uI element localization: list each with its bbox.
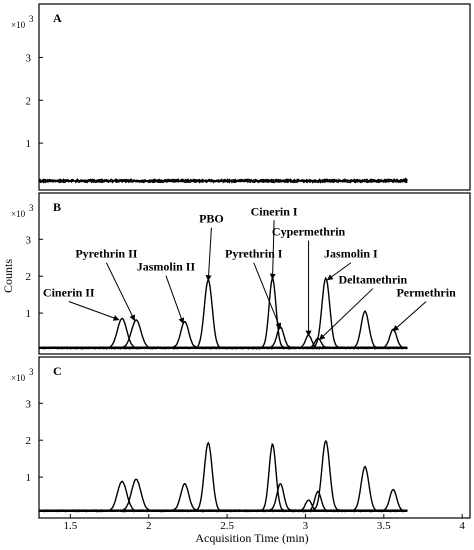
y-axis-title: Counts (1, 259, 15, 293)
y-multiplier-exponent: 3 (29, 14, 34, 24)
y-multiplier: ×10 (11, 373, 26, 383)
annotation-arrow (253, 262, 282, 330)
annotation-arrow (392, 301, 427, 332)
annotation-label: Jasmolin II (137, 260, 196, 274)
x-tick-label: 3.5 (377, 520, 391, 532)
panel-frame (38, 3, 471, 191)
y-tick-label: 2 (26, 435, 32, 447)
annotation-arrow (326, 262, 352, 281)
y-tick-label: 1 (26, 472, 32, 484)
y-multiplier: ×10 (11, 209, 26, 219)
annotation-arrow (269, 220, 276, 280)
x-tick-label: 2.5 (220, 520, 234, 532)
panel-frame (38, 356, 471, 519)
y-tick-label: 3 (26, 234, 32, 246)
y-multiplier-exponent: 3 (29, 367, 34, 377)
y-tick-label: 3 (26, 398, 32, 410)
x-tick-label: 1.5 (63, 520, 77, 532)
annotation-arrow (105, 262, 136, 322)
annotation-label: Pyrethrin I (225, 247, 283, 261)
panel-frame (38, 192, 471, 355)
x-tick-label: 4 (459, 520, 465, 532)
annotation-label: Deltamethrin (339, 273, 408, 287)
annotation-label: PBO (199, 212, 224, 226)
peak-trace (38, 177, 408, 183)
x-tick-label: 3 (303, 520, 309, 532)
panel-a: 123×103 A (11, 3, 471, 191)
x-tick-label: 2 (146, 520, 152, 532)
peak-trace (38, 488, 408, 512)
y-tick-label: 1 (26, 308, 32, 320)
y-tick-label: 2 (26, 95, 32, 107)
baseline-trace (38, 179, 408, 184)
y-tick-label: 3 (26, 52, 32, 64)
y-multiplier: ×10 (11, 20, 26, 30)
y-multiplier-exponent: 3 (29, 203, 34, 213)
annotation-arrow (205, 227, 212, 282)
panel-label: C (53, 364, 62, 378)
annotation-label: Cinerin II (43, 285, 95, 299)
annotation-arrow (165, 275, 185, 324)
peak-trace (38, 328, 408, 349)
panel-label: B (53, 200, 61, 214)
y-tick-label: 1 (26, 138, 32, 150)
annotation-label: Permethrin (396, 285, 456, 299)
annotation-label: Pyrethrin II (75, 247, 137, 261)
panel-c: 123×103 C1.5 2 2.5 3 3.5 4 (11, 356, 471, 532)
annotation-label: Cinerin I (251, 204, 298, 218)
annotation-arrow (319, 288, 374, 341)
annotation-label: Jasmolin I (324, 247, 378, 261)
annotation-arrow (68, 301, 120, 321)
annotation-label: Cypermethrin (272, 225, 346, 239)
x-axis-title: Acquisition Time (min) (195, 531, 308, 545)
y-tick-label: 2 (26, 271, 32, 283)
panel-label: A (53, 11, 62, 25)
